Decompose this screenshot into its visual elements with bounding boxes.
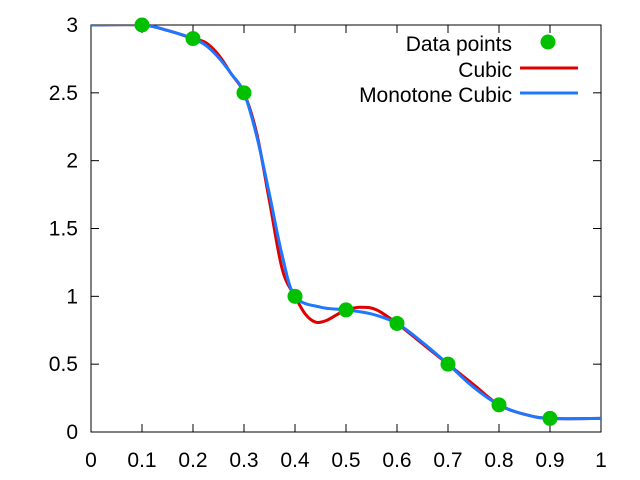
data-point	[389, 315, 405, 331]
x-tick-label: 0.8	[484, 449, 513, 472]
legend-marker-data-points	[540, 34, 556, 50]
x-tick-label: 0.4	[280, 449, 310, 472]
data-point	[440, 356, 456, 372]
data-point	[185, 31, 201, 47]
series-lines	[91, 25, 601, 421]
series-points	[134, 17, 558, 426]
x-axis-labels: 0 0.1 0.2 0.3 0.4 0.5 0.6 0.7 0.8 0.9 1	[85, 449, 607, 472]
data-point	[236, 85, 252, 101]
y-tick-label: 0.5	[49, 353, 78, 376]
data-point	[134, 17, 150, 33]
y-axis-labels: 0 0.5 1 1.5 2 2.5 3	[49, 14, 78, 444]
data-point	[542, 410, 558, 426]
series-line-monotone-cubic	[91, 25, 601, 421]
y-tick-label: 1.5	[49, 218, 78, 241]
y-tick-label: 0	[66, 421, 78, 444]
x-tick-label: 0.6	[382, 449, 411, 472]
legend-label-cubic: Cubic	[458, 59, 512, 82]
data-point	[338, 302, 354, 318]
y-tick-label: 2.5	[49, 82, 78, 105]
series-line-cubic	[91, 25, 601, 421]
y-tick-label: 1	[66, 285, 78, 308]
y-tick-label: 3	[66, 14, 78, 37]
x-tick-label: 1	[595, 449, 607, 472]
x-tick-label: 0	[85, 449, 97, 472]
x-tick-label: 0.7	[433, 449, 462, 472]
x-tick-label: 0.1	[127, 449, 156, 472]
x-tick-label: 0.9	[535, 449, 564, 472]
y-tick-label: 2	[66, 150, 78, 173]
plot-frame	[90, 24, 602, 433]
x-tick-label: 0.3	[229, 449, 258, 472]
data-point	[491, 397, 507, 413]
x-tick-label: 0.5	[331, 449, 360, 472]
data-point	[287, 288, 303, 304]
axis-ticks	[90, 24, 602, 433]
legend-label-monotone-cubic: Monotone Cubic	[359, 84, 512, 107]
x-tick-label: 0.2	[178, 449, 207, 472]
legend-label-data-points: Data points	[406, 33, 512, 56]
